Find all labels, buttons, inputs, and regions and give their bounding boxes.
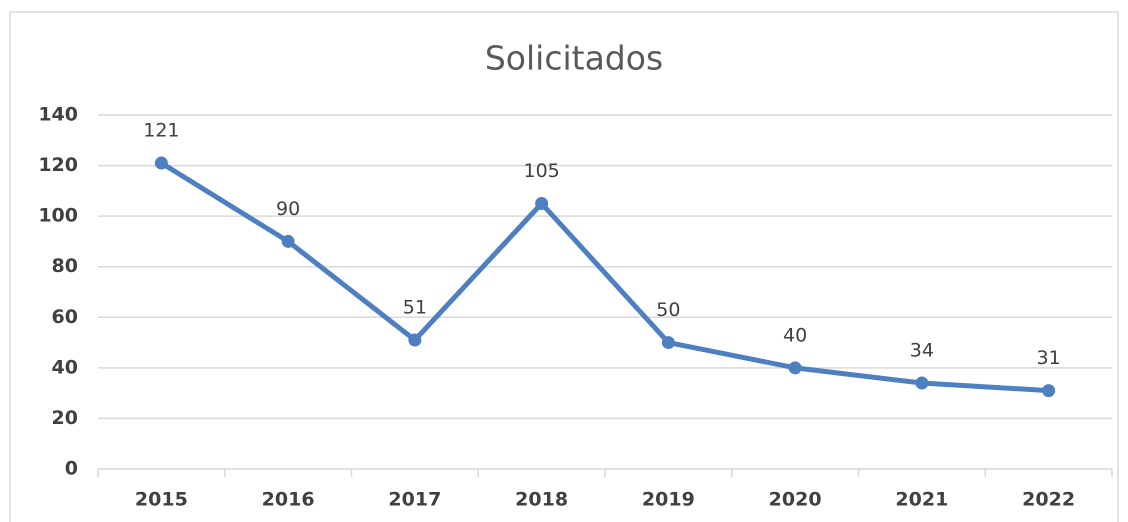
x-tick-label: 2016 xyxy=(262,489,315,511)
marker xyxy=(788,361,802,375)
marker xyxy=(1042,384,1056,398)
data-label: 40 xyxy=(783,324,807,346)
x-tick-label: 2019 xyxy=(642,489,695,511)
marker xyxy=(408,333,422,347)
y-tick-label: 40 xyxy=(52,356,78,378)
y-tick-label: 0 xyxy=(65,458,78,480)
y-tick-label: 100 xyxy=(38,205,78,227)
y-tick-label: 20 xyxy=(52,407,78,429)
x-tick-label: 2018 xyxy=(515,489,568,511)
data-label: 50 xyxy=(656,299,680,321)
data-label: 121 xyxy=(143,120,179,142)
marker xyxy=(535,197,549,210)
marker xyxy=(154,156,168,170)
data-label: 105 xyxy=(523,160,559,182)
data-label: 51 xyxy=(403,297,427,319)
x-tick-label: 2017 xyxy=(388,489,441,511)
chart-title: Solicitados xyxy=(485,39,663,78)
data-label: 90 xyxy=(276,198,300,220)
data-label: 31 xyxy=(1037,347,1061,369)
y-tick-label: 120 xyxy=(38,154,78,176)
x-tick-label: 2020 xyxy=(769,489,822,511)
marker xyxy=(661,336,675,350)
y-tick-label: 140 xyxy=(38,104,78,126)
data-label: 34 xyxy=(910,340,934,362)
marker xyxy=(915,376,929,390)
y-tick-label: 60 xyxy=(52,306,78,328)
line xyxy=(160,160,1049,394)
x-tick-label: 2022 xyxy=(1022,489,1075,511)
x-tick-label: 2021 xyxy=(895,489,948,511)
y-tick-label: 80 xyxy=(52,255,78,277)
marker xyxy=(281,234,295,248)
x-tick-label: 2015 xyxy=(135,489,188,511)
